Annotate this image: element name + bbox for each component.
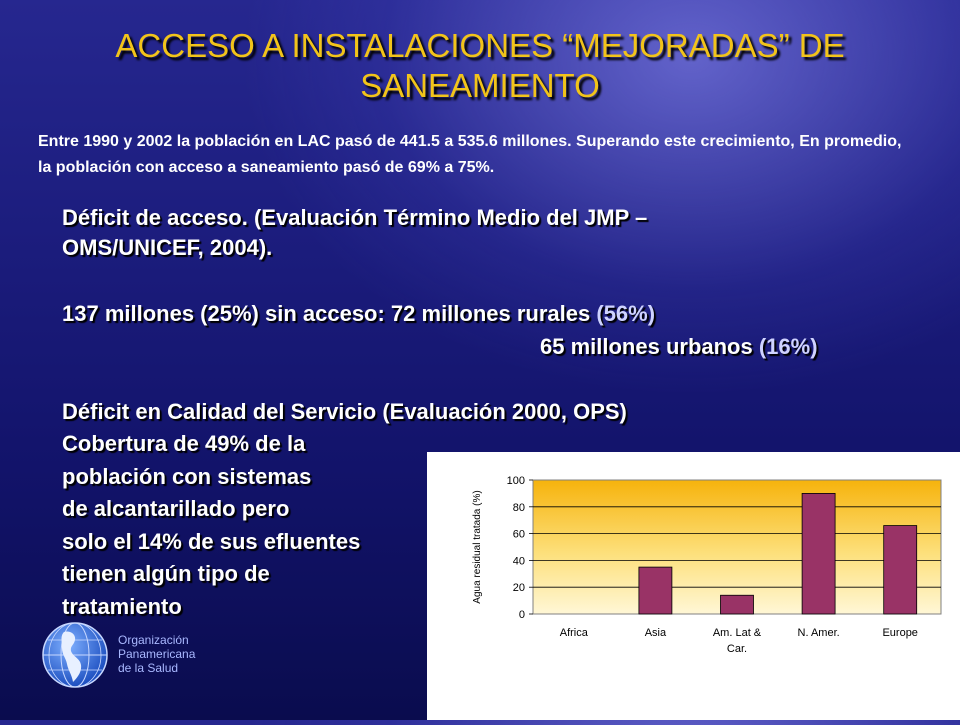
y-tick-label: 40	[513, 555, 525, 567]
bars	[638, 493, 918, 615]
chart-panel: 0 20 40 60 80 100 Africa Asia Am. Lat & Car. N. A…	[427, 452, 960, 720]
bar-europe	[883, 525, 918, 615]
y-tick-label: 20	[513, 582, 525, 594]
y-tick-label: 0	[519, 609, 525, 621]
y-tick-label: 60	[513, 529, 525, 541]
org-name-line: Panamericana	[118, 647, 196, 661]
x-tick-label: N. Amer.	[798, 627, 840, 639]
intro-text: Entre 1990 y 2002 la población en LAC pa…	[38, 133, 902, 176]
quality-line: población con sistemas	[62, 463, 312, 489]
bar-am-lat-car	[720, 594, 754, 615]
plot-area	[532, 479, 942, 615]
slide-title: ACCESO A INSTALACIONES “MEJORADAS” DE SA…	[115, 27, 845, 104]
y-tick-label: 100	[507, 475, 525, 487]
deficit-urban-line: 65 millones urbanos (16%)	[540, 332, 818, 362]
org-name-line: de la Salud	[118, 661, 179, 675]
quality-line: tienen algún tipo de	[62, 561, 270, 586]
urban-text: 65 millones urbanos	[540, 334, 753, 359]
x-tick-label: Europe	[882, 627, 917, 639]
deficit-quality-heading: Déficit en Calidad del Servicio (Evaluac…	[62, 399, 627, 424]
rural-text: 137 millones (25%) sin acceso: 72 millon…	[62, 301, 591, 326]
quality-text-block: Cobertura de 49% de la población con sis…	[62, 428, 360, 623]
x-tick-label: Africa	[560, 627, 589, 639]
deficit-access-heading: Déficit de acceso. (Evaluación Término M…	[62, 205, 648, 260]
rural-pct: (56%)	[596, 301, 656, 326]
bar-chart: 0 20 40 60 80 100 Africa Asia Am. Lat & Car. N. A…	[472, 475, 942, 655]
x-tick-label: Am. Lat &	[713, 627, 762, 639]
quality-line: Cobertura de 49% de la	[62, 431, 306, 456]
gridlines	[529, 479, 941, 615]
globe-logo-icon	[42, 622, 108, 688]
quality-line: solo el 14% de sus efluentes	[62, 528, 361, 554]
org-name: Organización Panamericana de la Salud	[118, 633, 195, 675]
bar-n-amer	[801, 493, 836, 615]
y-axis-label: Agua residual tratada (%)	[472, 490, 483, 603]
x-tick-label: Asia	[645, 627, 667, 639]
bar-asia	[638, 566, 673, 615]
x-tick-label: Car.	[727, 643, 747, 655]
y-tick-label: 80	[513, 502, 525, 514]
deficit-rural-line: 137 millones (25%) sin acceso: 72 millon…	[62, 299, 655, 329]
quality-line: de alcantarillado pero	[62, 496, 290, 521]
org-name-line: Organización	[118, 633, 189, 647]
y-tick-labels: 0 20 40 60 80 100	[507, 475, 525, 621]
x-tick-labels: Africa Asia Am. Lat & Car. N. Amer. Europe	[560, 627, 918, 655]
urban-pct: (16%)	[758, 334, 818, 359]
quality-line: tratamiento	[62, 593, 182, 619]
